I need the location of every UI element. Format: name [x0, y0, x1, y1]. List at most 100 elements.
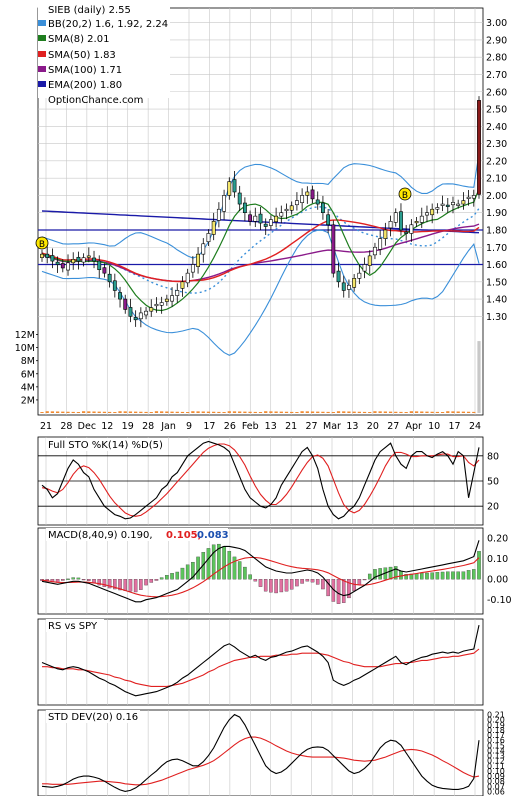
sto-tick-label: 80 [487, 451, 499, 462]
macd-histogram-bar [321, 579, 325, 590]
volume-tick-label: 10M [15, 343, 35, 354]
x-tick-label: 12 [101, 421, 113, 432]
x-tick-labels: 21 28 Dec 12 19 28 Jan 9 17 26 Feb 13 21 27 Mar 13 20 27 A… [40, 421, 481, 432]
candle-body [253, 215, 258, 222]
std-line [41, 713, 480, 792]
candle-body [430, 208, 435, 216]
volume-bar [305, 411, 309, 413]
macd-histogram-bar [139, 579, 143, 590]
macd-histogram-bar [87, 579, 91, 581]
candle-body [227, 181, 232, 196]
candle-body [232, 179, 237, 193]
legend-swatch-bb [38, 20, 46, 26]
candle-body [310, 189, 315, 200]
volume-bar [217, 411, 221, 413]
macd-histogram-bar [367, 573, 372, 580]
candle-body [451, 202, 455, 206]
std-tick-label: 0.08 [487, 777, 505, 786]
std-tick-label: 0.17 [487, 731, 505, 740]
macd-histogram-bar [310, 579, 315, 583]
volume-bar [232, 411, 237, 413]
macd-histogram-bar [425, 572, 429, 580]
volume-bar [295, 412, 299, 413]
macd-histogram-value: 0.083 [197, 530, 229, 541]
price-tick-label: 2.10 [486, 174, 507, 185]
macd-histogram-bar [185, 564, 190, 580]
sto-tick-label: 50 [487, 477, 499, 488]
candle-body [461, 200, 466, 205]
x-tick-label: 19 [122, 421, 134, 432]
price-tick-label: 2.50 [486, 105, 507, 116]
macd-histogram-bar [446, 571, 450, 580]
candle-body [399, 211, 403, 231]
price-tick-label: 1.70 [486, 243, 507, 254]
macd-histogram-bar [300, 579, 304, 584]
candle-body [409, 224, 414, 234]
volume-bar [284, 411, 289, 413]
macd-histogram-bar [81, 579, 86, 581]
volume-bar [144, 411, 148, 413]
volume-bar [264, 411, 268, 413]
std-tick-label: 0.16 [487, 736, 505, 745]
macd-histogram-bar [61, 579, 65, 581]
volume-bar [352, 411, 356, 413]
sto-label: Full STO %K(14) %D(5) [48, 440, 163, 451]
macd-histogram-bar [149, 579, 154, 583]
volume-bar [206, 411, 211, 413]
candlesticks [40, 96, 481, 328]
x-tick-label: Mar [323, 421, 341, 432]
candle-body [347, 284, 351, 290]
volume-bar [87, 411, 91, 413]
std-tick-label: 0.15 [487, 741, 505, 750]
volume-bar [383, 411, 387, 413]
candle-body [352, 278, 357, 288]
volume-bar [368, 412, 372, 413]
macd-histogram-bar [232, 556, 237, 580]
candle-body [393, 212, 398, 223]
candle-body [404, 231, 409, 234]
macd-histogram-bar [341, 579, 346, 603]
price-tick-label: 1.50 [486, 277, 507, 288]
volume-bar [180, 411, 185, 413]
macd-histogram-bar [336, 579, 341, 604]
macd-histogram-bar [274, 579, 278, 594]
volume-bar [269, 411, 273, 413]
volume-bar [170, 411, 174, 413]
candle-body [248, 214, 253, 222]
macd-histogram-bar [315, 579, 320, 585]
candle-body [425, 212, 429, 216]
legend: SIEB (daily) 2.55 BB(20,2) 1.6, 1.92, 2.… [38, 4, 170, 106]
volume-bar [253, 411, 257, 413]
macd-histogram-bar [222, 546, 226, 580]
candle-body [123, 298, 128, 310]
macd-histogram-bar [289, 579, 294, 590]
std-tick-label: 0.12 [487, 757, 505, 766]
candle-body [97, 260, 102, 271]
macd-histogram-bar [107, 579, 112, 589]
macd-histogram-bar [414, 573, 419, 580]
candle-body [118, 292, 122, 300]
macd-histogram-bar [165, 575, 169, 580]
volume-bar [388, 411, 393, 413]
candle-body [216, 208, 221, 221]
macd-histogram-bar [472, 569, 476, 580]
macd-histogram-bar [477, 551, 481, 580]
macd-histogram-bar [430, 572, 434, 580]
sma100-line [41, 223, 480, 282]
y-tick-labels: 3.00 2.90 2.80 2.70 2.60 2.50 2.40 2.30 2.20 2.10… [15, 18, 512, 796]
volume-tick-label: 6M [21, 369, 35, 380]
candle-body [445, 204, 450, 207]
macd-histogram-bar [357, 579, 362, 585]
volume-bar [102, 411, 107, 413]
candle-body [331, 224, 336, 274]
legend-swatch-sma100 [38, 66, 46, 72]
candle-body [419, 215, 424, 223]
macd-histogram-bar [128, 579, 133, 592]
volume-bar [175, 411, 179, 413]
macd-histogram-bar [326, 579, 330, 597]
candle-body [40, 253, 44, 258]
candle-body [133, 317, 138, 321]
volume-bar [113, 412, 117, 413]
candle-body [76, 256, 81, 262]
volume-bar [123, 411, 127, 413]
